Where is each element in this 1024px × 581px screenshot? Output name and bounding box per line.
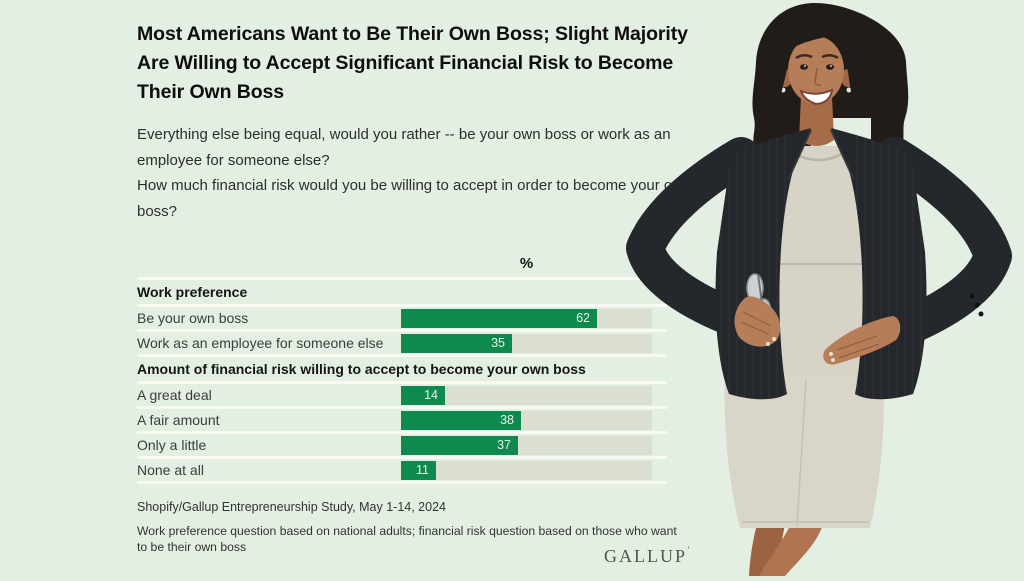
bar-row: Only a little 37 bbox=[137, 431, 667, 456]
bar-track: 14 bbox=[401, 385, 652, 405]
gallup-logo: GALLUP’ bbox=[137, 545, 690, 567]
survey-question-1: Everything else being equal, would you r… bbox=[137, 126, 671, 169]
bar-row: A fair amount 38 bbox=[137, 406, 667, 431]
businesswoman-photo bbox=[625, 0, 1017, 576]
bar-value: 35 bbox=[491, 336, 505, 350]
skirt bbox=[724, 378, 884, 528]
bar-fill: 14 bbox=[401, 385, 445, 405]
section-header: Work preference bbox=[137, 277, 667, 304]
bar-fill: 11 bbox=[401, 460, 436, 480]
bar-track: 38 bbox=[401, 410, 652, 430]
gallup-logo-trademark: ’ bbox=[687, 545, 690, 555]
bar-label: Work as an employee for someone else bbox=[137, 335, 384, 351]
bar-value: 62 bbox=[576, 311, 590, 325]
bar-track: 62 bbox=[401, 308, 652, 328]
legs bbox=[749, 524, 823, 576]
page-title: Most Americans Want to Be Their Own Boss… bbox=[137, 23, 688, 103]
report-panel: Most Americans Want to Be Their Own Boss… bbox=[137, 20, 693, 555]
section-header: Amount of financial risk willing to acce… bbox=[137, 354, 667, 381]
bar-value: 37 bbox=[497, 438, 511, 452]
bar-fill: 35 bbox=[401, 333, 512, 353]
bar-row: A great deal 14 bbox=[137, 381, 667, 406]
footnote: Work preference question based on nation… bbox=[137, 524, 677, 554]
bar-fill: 38 bbox=[401, 410, 521, 430]
bar-row: None at all 11 bbox=[137, 456, 667, 484]
facial-features bbox=[795, 54, 839, 106]
right-hand bbox=[823, 316, 901, 365]
bar-row: Be your own boss 62 bbox=[137, 304, 667, 329]
bar-label: None at all bbox=[137, 462, 204, 478]
bar-track: 37 bbox=[401, 435, 652, 455]
bar-value: 14 bbox=[424, 388, 438, 402]
percent-axis-header: % bbox=[519, 255, 534, 272]
earring-right bbox=[846, 87, 852, 93]
bar-fill: 62 bbox=[401, 308, 597, 328]
bar-label: Only a little bbox=[137, 437, 207, 453]
bar-track: 35 bbox=[401, 333, 652, 353]
bar-track: 11 bbox=[401, 460, 652, 480]
bar-fill: 37 bbox=[401, 435, 518, 455]
businesswoman-illustration bbox=[626, 3, 1012, 576]
chart-rows: Work preference Be your own boss 62 Work as… bbox=[137, 277, 667, 484]
survey-question-2: How much financial risk would you be wil… bbox=[137, 177, 692, 220]
bar-row: Work as an employee for someone else 35 bbox=[137, 329, 667, 354]
source-line: Shopify/Gallup Entrepreneurship Study, M… bbox=[137, 500, 446, 514]
left-hand bbox=[734, 273, 781, 347]
hair-fringe bbox=[775, 8, 865, 110]
bar-label: A great deal bbox=[137, 387, 212, 403]
bar-chart: % Work preference Be your own boss 62 Work … bbox=[137, 255, 693, 484]
bar-label: Be your own boss bbox=[137, 310, 249, 326]
bar-value: 11 bbox=[416, 463, 429, 477]
bar-value: 38 bbox=[500, 413, 514, 427]
gallup-logo-text: GALLUP bbox=[604, 546, 687, 566]
bar-label: A fair amount bbox=[137, 412, 220, 428]
